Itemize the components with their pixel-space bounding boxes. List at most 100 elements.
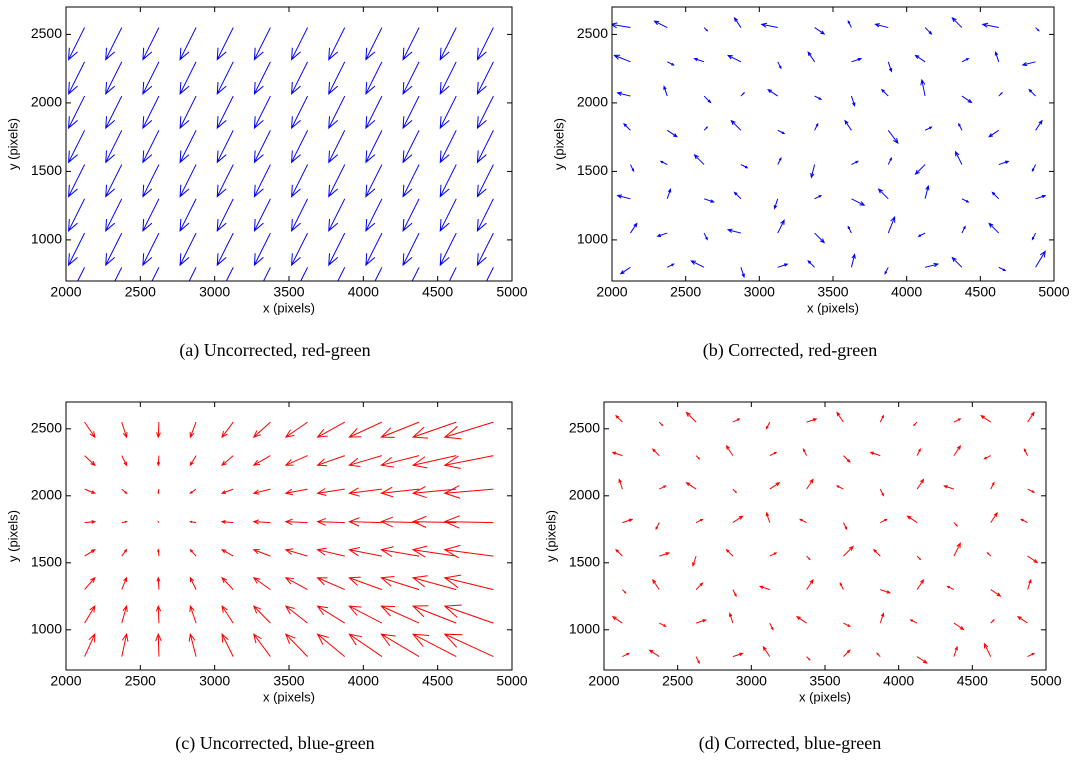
arrow [732, 589, 737, 598]
arrow [68, 164, 86, 198]
arrow [68, 95, 86, 130]
arrow [887, 157, 893, 165]
arrow [1031, 232, 1037, 241]
arrow [439, 130, 457, 164]
arrow [253, 232, 271, 267]
arrow [693, 154, 705, 165]
arrow [612, 22, 631, 29]
x-tick-label: 2000 [50, 673, 81, 689]
arrow [216, 61, 234, 95]
arrow [316, 577, 345, 591]
arrow [284, 633, 308, 657]
arrow [263, 267, 271, 281]
arrow [252, 549, 271, 557]
arrow [411, 633, 457, 658]
arrow [179, 198, 197, 232]
arrow [703, 27, 709, 32]
y-tick-label: 2000 [577, 94, 608, 110]
arrow [980, 414, 992, 423]
x-tick-label: 5000 [496, 673, 527, 689]
arrow [284, 548, 308, 557]
arrow [851, 57, 863, 63]
arrow [872, 548, 881, 557]
axes-box [65, 6, 513, 282]
arrow [732, 488, 738, 494]
arrow [953, 622, 965, 631]
arrow [851, 160, 859, 165]
y-tick-label: 1500 [31, 162, 62, 178]
arrow [615, 414, 623, 423]
arrow [189, 604, 197, 624]
arrow [732, 418, 741, 423]
arrow [615, 548, 623, 557]
arrow [189, 520, 197, 524]
arrow [121, 576, 128, 590]
arrow [732, 652, 744, 658]
arrow [179, 232, 197, 267]
arrow [157, 548, 160, 557]
x-tick-label: 5000 [1038, 284, 1069, 300]
arrow [402, 198, 420, 232]
arrow [1023, 448, 1029, 456]
axes-box [611, 6, 1055, 282]
arrow [142, 164, 160, 198]
arrow [179, 61, 197, 95]
arrow [667, 61, 675, 66]
arrow [300, 267, 309, 281]
arrow [998, 91, 1003, 97]
x-axis-label: x (pixels) [263, 300, 315, 315]
arrow [291, 61, 309, 95]
arrow [380, 455, 420, 468]
x-tick-label: 2000 [50, 284, 81, 300]
arrow [616, 91, 631, 97]
arrow [658, 421, 664, 427]
arrow [622, 518, 634, 524]
arrow [916, 578, 925, 590]
arrow [760, 22, 778, 29]
arrow [221, 605, 234, 624]
arrow [121, 520, 128, 524]
arrow [983, 642, 992, 657]
arrow [348, 455, 383, 467]
arrow [623, 122, 631, 131]
arrow [179, 130, 197, 164]
arrow [142, 27, 160, 61]
arrow [188, 632, 197, 657]
arrow [121, 455, 128, 467]
arrow [651, 448, 660, 456]
arrow [1020, 518, 1028, 524]
y-tick-label: 2500 [577, 25, 608, 41]
x-tick-label: 4500 [957, 673, 988, 689]
arrow [648, 649, 660, 658]
arrow [142, 95, 160, 130]
arrow [843, 622, 851, 627]
arrow [68, 27, 86, 61]
arrow [703, 95, 712, 104]
arrow [225, 267, 234, 281]
arrow [887, 215, 896, 234]
x-tick-label: 2500 [670, 284, 701, 300]
arrow [486, 267, 494, 281]
arrow [981, 22, 999, 29]
arrow [924, 184, 930, 199]
x-tick-label: 3000 [199, 284, 230, 300]
arrow [253, 95, 271, 130]
arrow [986, 551, 992, 557]
arrow [347, 517, 382, 527]
x-tick-label: 3000 [744, 284, 775, 300]
arrow [443, 455, 494, 470]
arrow [105, 232, 123, 267]
arrow [142, 232, 160, 267]
arrow [216, 198, 234, 232]
arrow [189, 548, 197, 557]
arrow [887, 130, 899, 145]
arrow [179, 164, 197, 198]
y-tick-label: 2500 [31, 420, 62, 436]
arrow [847, 20, 852, 28]
arrow [953, 522, 959, 527]
arrow [695, 455, 701, 460]
arrow [1027, 652, 1036, 658]
arrow [179, 95, 197, 130]
arrow [348, 487, 382, 497]
arrow [777, 263, 789, 268]
